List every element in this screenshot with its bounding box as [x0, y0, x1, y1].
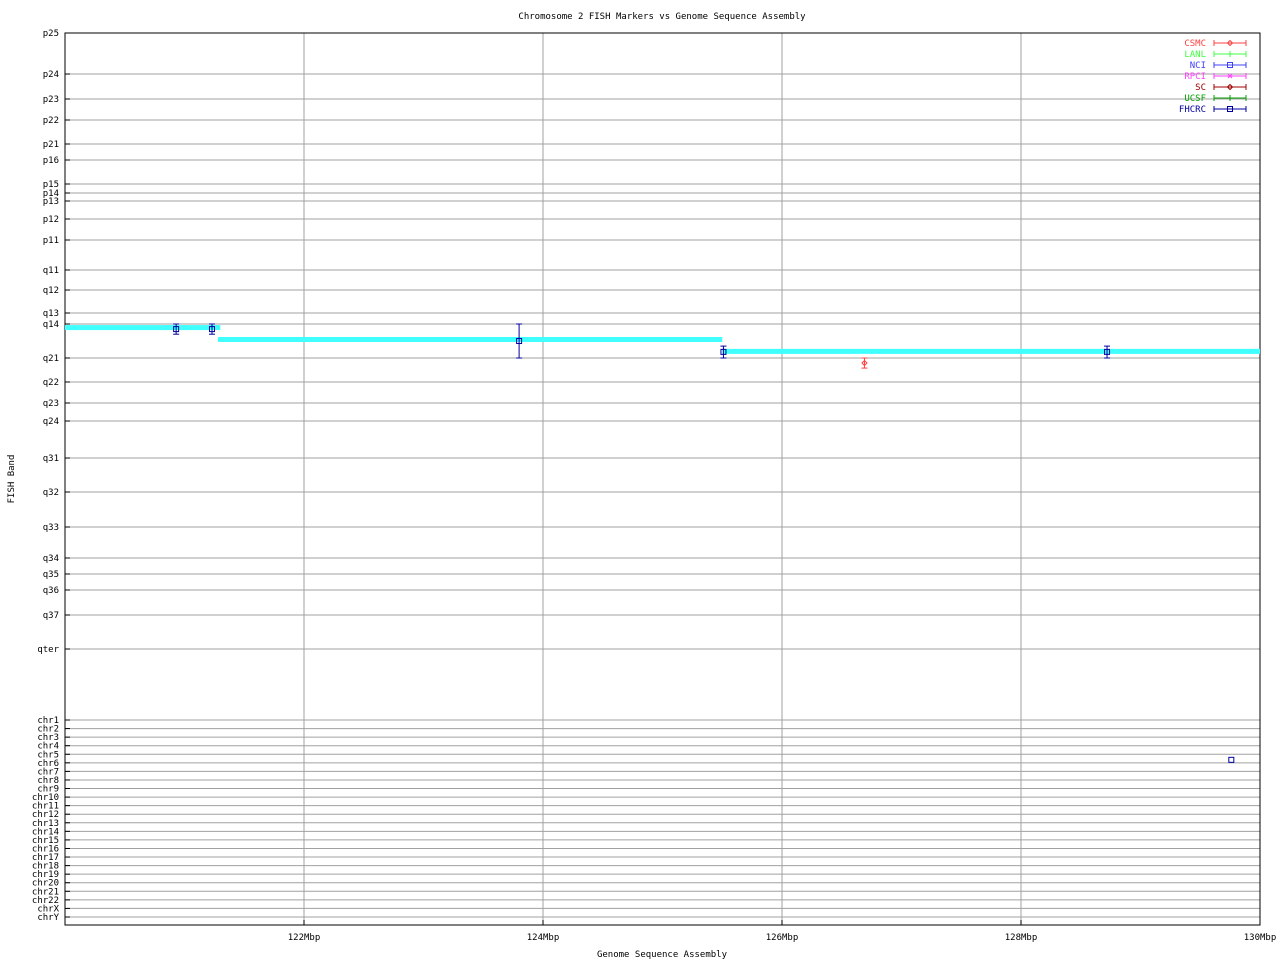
y-tick-label-chr19: chr19 [32, 870, 59, 880]
y-tick-label-q21: q21 [43, 354, 59, 364]
y-tick-label-p11: p11 [43, 236, 59, 246]
y-tick-label-chr2: chr2 [37, 725, 59, 735]
square-marker [173, 326, 180, 333]
y-tick-label-p12: p12 [43, 215, 59, 225]
legend-label: SC [1195, 83, 1206, 93]
y-tick-label-p14: p14 [43, 189, 59, 199]
y-tick-label-chr3: chr3 [37, 733, 59, 743]
y-tick-label-chr18: chr18 [32, 862, 59, 872]
legend-item-NCI: NCI [1190, 61, 1247, 71]
legend-item-LANL: LANL [1184, 50, 1247, 60]
assembly-segment [217, 336, 723, 342]
legend-item-UCSF: UCSF [1184, 94, 1247, 104]
y-tick-label-chr13: chr13 [32, 819, 59, 829]
y-tick-label-q23: q23 [43, 399, 59, 409]
y-tick-label-qter: qter [37, 645, 59, 655]
legend-label: LANL [1184, 50, 1206, 60]
y-tick-label-q31: q31 [43, 454, 59, 464]
y-tick-label-p16: p16 [43, 156, 59, 166]
y-tick-label-q13: q13 [43, 309, 59, 319]
data-point-FHCRC [1104, 345, 1111, 359]
y-tick-label-chr12: chr12 [32, 810, 59, 820]
y-tick-label-p22: p22 [43, 116, 59, 126]
legend-label: UCSF [1184, 94, 1206, 104]
square-marker [516, 338, 523, 344]
y-tick-label-chr10: chr10 [32, 793, 59, 803]
y-tick-label-chr22: chr22 [32, 896, 59, 906]
legend-label: NCI [1190, 61, 1206, 71]
legend-item-SC: SC [1195, 83, 1247, 93]
diamond-marker [1226, 39, 1234, 47]
y-tick-label-chr15: chr15 [32, 836, 59, 846]
cross-marker [1227, 73, 1233, 79]
data-point-FHCRC [208, 323, 215, 335]
y-tick-label-chr16: chr16 [32, 844, 59, 854]
square-marker [1227, 106, 1233, 112]
y-tick-label-chr5: chr5 [37, 750, 59, 760]
y-tick-label-q35: q35 [43, 570, 59, 580]
y-tick-label-p25: p25 [43, 29, 59, 39]
y-tick-label-chr9: chr9 [37, 785, 59, 795]
diamond-marker [861, 359, 868, 367]
square-marker [1228, 756, 1235, 763]
y-tick-label-p24: p24 [43, 70, 59, 80]
data-point-CSMC [861, 357, 868, 369]
y-tick-label-p13: p13 [43, 197, 59, 207]
x-tick-label: 122Mbp [288, 933, 321, 943]
y-tick-label-q14: q14 [43, 320, 59, 330]
y-tick-label-p23: p23 [43, 95, 59, 105]
legend-label: FHCRC [1179, 105, 1206, 115]
diamond-marker [1226, 83, 1234, 91]
assembly-segment [65, 325, 221, 331]
data-point-FHCRC [1228, 756, 1235, 763]
y-tick-label-q36: q36 [43, 586, 59, 596]
y-tick-label-q24: q24 [43, 417, 59, 427]
x-tick-label: 124Mbp [527, 933, 560, 943]
y-tick-label-chr20: chr20 [32, 879, 59, 889]
y-tick-label-chr6: chr6 [37, 759, 59, 769]
legend-label: RPCI [1184, 72, 1206, 82]
y-tick-label-p15: p15 [43, 180, 59, 190]
y-tick-label-q11: q11 [43, 266, 59, 276]
y-tick-label-q33: q33 [43, 523, 59, 533]
y-tick-label-chr4: chr4 [37, 742, 59, 752]
y-tick-label-q12: q12 [43, 286, 59, 296]
x-tick-label: 126Mbp [766, 933, 799, 943]
y-tick-label-q37: q37 [43, 611, 59, 621]
square-marker [720, 348, 727, 355]
y-tick-label-chrY: chrY [37, 913, 59, 923]
plot-frame [64, 32, 1261, 926]
legend-item-FHCRC: FHCRC [1179, 105, 1247, 115]
x-tick-label: 130Mbp [1244, 933, 1277, 943]
y-tick-label-chr11: chr11 [32, 802, 59, 812]
y-tick-label-q22: q22 [43, 378, 59, 388]
y-tick-label-q32: q32 [43, 488, 59, 498]
legend-item-RPCI: RPCI [1184, 72, 1247, 82]
y-tick-label-p21: p21 [43, 140, 59, 150]
data-point-FHCRC [720, 345, 727, 359]
data-point-FHCRC [173, 323, 180, 335]
legend-item-CSMC: CSMC [1184, 39, 1247, 49]
y-tick-label-q34: q34 [43, 554, 59, 564]
y-tick-label-chrX: chrX [37, 904, 59, 914]
y-tick-label-chr8: chr8 [37, 776, 59, 786]
y-tick-label-chr17: chr17 [32, 853, 59, 863]
square-marker [1227, 62, 1233, 68]
data-point-FHCRC [516, 323, 523, 359]
assembly-segment [722, 348, 1260, 354]
chart-title: Chromosome 2 FISH Markers vs Genome Sequ… [518, 12, 806, 22]
square-marker [1104, 348, 1111, 355]
legend-label: CSMC [1184, 39, 1206, 49]
square-marker [208, 326, 215, 333]
y-axis-label: FISH Band [7, 455, 17, 504]
y-tick-label-chr14: chr14 [32, 827, 59, 837]
y-tick-label-chr7: chr7 [37, 767, 59, 777]
y-tick-label-chr1: chr1 [37, 716, 59, 726]
x-axis-label: Genome Sequence Assembly [597, 950, 728, 960]
y-tick-label-chr21: chr21 [32, 887, 59, 897]
x-tick-label: 128Mbp [1005, 933, 1038, 943]
